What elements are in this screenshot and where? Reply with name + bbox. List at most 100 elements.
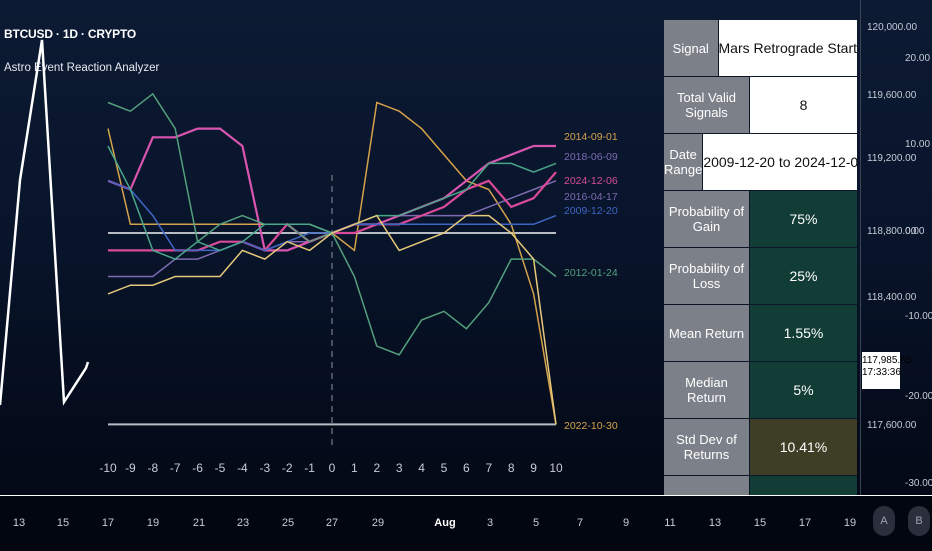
x-tick-label: -9 [125,461,136,475]
stats-value: 8 [750,77,857,133]
stats-row: Std Dev of Returns 10.41% [664,419,857,476]
stats-label: Mean Return [664,305,750,361]
stats-row: Max Return11.23% [664,476,857,496]
percent-scale-label: 0.00 [905,226,925,237]
x-tick-label: 4 [418,461,425,475]
stats-row: Mean Return 1.55% [664,305,857,362]
date-axis-label: 9 [622,517,630,529]
stats-label: Max Return [664,476,750,496]
percent-scale-label: 10.00 [905,139,931,150]
x-tick-label: -5 [215,461,226,475]
series-line-unnamed-7 [107,214,557,425]
date-axis-label: 7 [576,517,584,529]
reaction-chart: -10 -9 -8 -7 -6 -5 -4 -3 -2 -1 0 1 2 3 4 5 6 7 8 9 10 2014-0… [0,39,618,475]
x-tick-label: 1 [351,461,358,475]
percent-scale[interactable]: 20.00 10.00 0.00 -10.00 -20.00 -30.00 [902,0,932,495]
date-axis-label: 3 [486,517,494,529]
date-axis-label: 17 [798,517,812,529]
stats-value: 11.23% [750,476,857,496]
percent-scale-label: 20.00 [905,53,931,64]
stats-label: Total Valid Signals [664,77,750,133]
stats-label: Probability of Gain [664,191,750,247]
series-end-label: 2022-10-30 [564,420,618,432]
series-line-2016-04-17 [108,180,557,278]
date-axis-label: 19 [146,517,160,529]
stats-row: Signal Mars Retrograde Start [664,20,857,77]
date-axis-label: 23 [236,517,250,529]
series-end-label: 2018-06-09 [564,151,618,163]
x-tick-label: 2 [373,461,380,475]
series-end-label: 2012-01-24 [564,267,618,279]
stats-label: Probability of Loss [664,248,750,304]
date-axis-label: 15 [753,517,767,529]
x-tick-label: -6 [192,461,203,475]
series-end-label: 2024-12-06 [564,175,618,187]
stats-value: 1.55% [750,305,857,361]
stats-table: Signal Mars Retrograde Start Total Valid S… [664,20,857,496]
date-axis-label: 25 [281,517,295,529]
x-tick-label: 3 [396,461,403,475]
series-end-label: 2016-04-17 [564,191,618,203]
price-scale-label: 119,200.00 [867,153,917,164]
price-scale-label: 119,600.00 [867,90,917,101]
series-end-label: 2009-12-20 [564,205,618,217]
x-tick-label: 0 [329,461,336,475]
x-tick-label: 7 [485,461,492,475]
percent-scale-label: -30.00 [905,478,932,489]
stats-row: Probability of Gain 75% [664,191,857,248]
x-tick-label: 6 [463,461,470,475]
stats-row: Median Return 5% [664,362,857,419]
price-scale-label: 120,000.00 [867,22,918,33]
stats-value: 75% [750,191,857,247]
stats-value: 25% [750,248,857,304]
current-price-label: 117,985.65 17:33:36 [862,352,912,389]
x-tick-label: -1 [304,461,315,475]
date-axis-label: 21 [192,517,206,529]
date-axis-label: 27 [325,517,339,529]
stats-label: Std Dev of Returns [664,419,750,475]
price-scale[interactable]: 120,000.00 119,600.00 119,200.00 118,800.00… [860,0,917,495]
date-axis-label: 19 [843,517,857,529]
date-axis-label: 13 [708,517,722,529]
price-scale-label: 118,400.00 [867,292,917,303]
date-axis-label: 15 [56,517,70,529]
x-tick-label: -10 [99,461,117,475]
current-time: 17:33:36 [862,367,901,378]
current-price: 117,985.65 [862,355,912,366]
x-tick-label: -2 [282,461,293,475]
price-scale-label: 117,600.00 [867,420,917,431]
x-tick-label: -4 [237,461,248,475]
x-tick-label: 8 [508,461,515,475]
x-tick-label: 5 [441,461,448,475]
stats-label: Signal [664,20,719,76]
x-tick-label: -8 [147,461,158,475]
stats-row: Total Valid Signals 8 [664,77,857,134]
percent-scale-label: -20.00 [905,391,932,402]
date-axis-label: Aug [434,517,456,529]
stats-value: 5% [750,362,857,418]
log-scale-button[interactable]: B [908,506,930,536]
date-axis-label: 17 [101,517,115,529]
series-end-label: 2014-09-01 [564,131,618,143]
x-tick-label: 9 [530,461,537,475]
x-tick-label: 10 [549,461,563,475]
stats-row: Probability of Loss 25% [664,248,857,305]
x-tick-label: -7 [170,461,181,475]
stats-value: 2009-12-20 to 2024-12-06 [703,134,857,190]
percent-scale-label: -10.00 [905,311,932,322]
date-axis-label: 5 [532,517,540,529]
price-scale-label: 118,800.00 [867,226,917,237]
date-axis-label: 13 [12,517,26,529]
price-line [0,39,90,406]
date-axis-label: 29 [371,517,385,529]
auto-scale-button[interactable]: A [873,506,895,536]
time-axis[interactable]: A B 13 15 17 19 21 23 25 27 29 Aug 3 5 7 9 11 13 15 17 19 [0,495,932,551]
date-axis-label: 11 [664,517,676,529]
stats-label: Median Return [664,362,750,418]
symbol-title[interactable]: BTCUSD · 1D · CRYPTO [4,27,137,41]
x-tick-label: -3 [259,461,270,475]
stats-row: Date Range 2009-12-20 to 2024-12-06 [664,134,857,191]
stats-value: 10.41% [750,419,857,475]
stats-label: Date Range [664,134,704,190]
stats-value: Mars Retrograde Start [718,20,857,76]
